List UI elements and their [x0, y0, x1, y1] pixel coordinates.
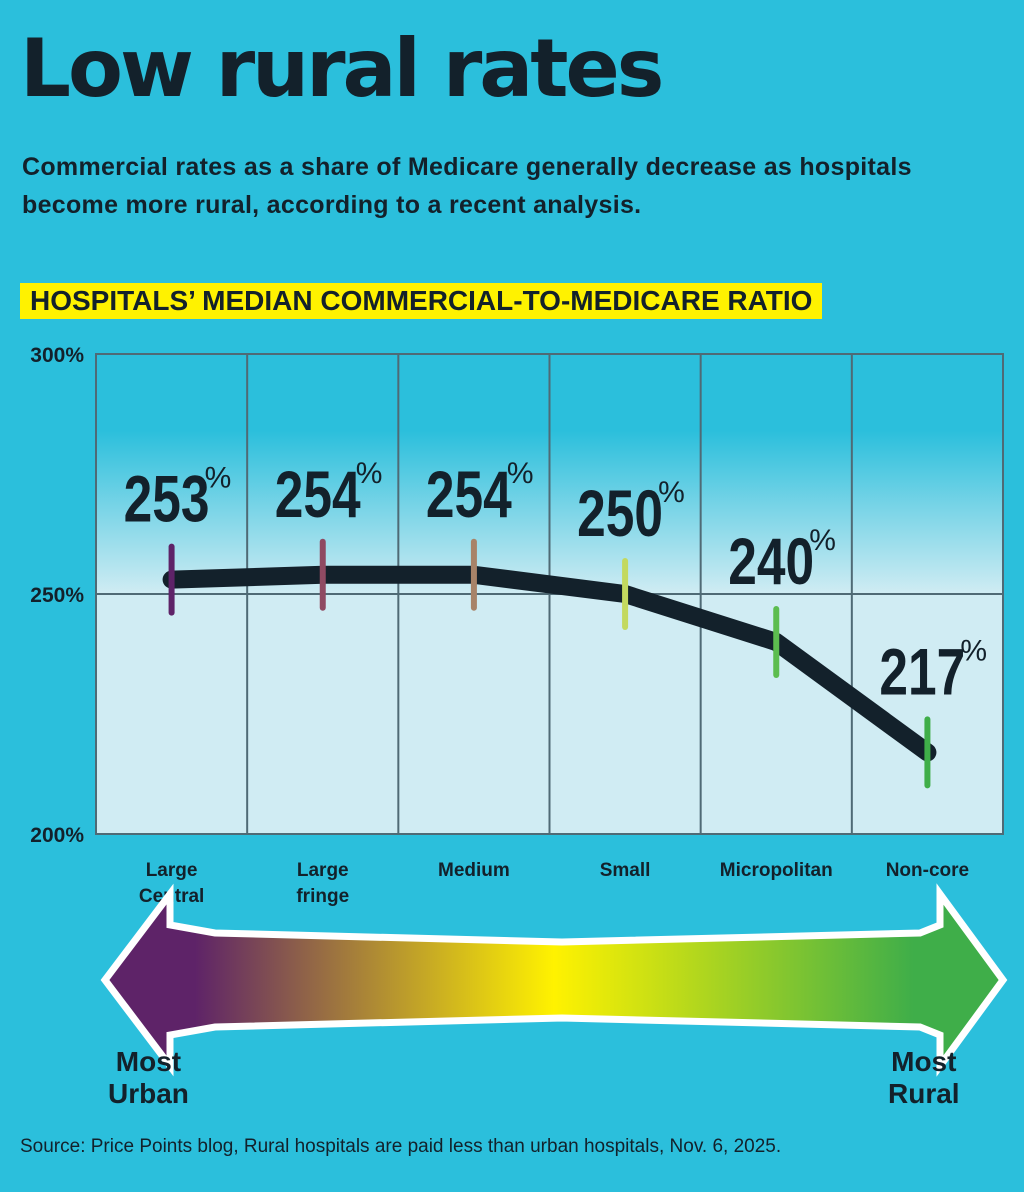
- data-label: 217: [879, 634, 965, 709]
- data-line: [162, 565, 937, 762]
- data-label-unit: %: [507, 457, 534, 490]
- line-chart: 300%250%200%253%LargeCentral254%Largefri…: [30, 344, 1008, 1077]
- y-tick-label: 300%: [30, 344, 84, 367]
- data-label: 254: [426, 457, 512, 532]
- subtitle: Commercial rates as a share of Medicare …: [22, 153, 912, 219]
- x-category-label: fringe: [296, 886, 349, 907]
- x-category-label: Large: [297, 860, 349, 881]
- x-category-label: Micropolitan: [720, 860, 833, 881]
- data-label-unit: %: [658, 476, 685, 509]
- x-category-label: Large: [146, 860, 198, 881]
- most-rural-line1: Most: [891, 1046, 957, 1077]
- chart-title: HOSPITALS’ MEDIAN COMMERCIAL-TO-MEDICARE…: [20, 283, 823, 319]
- data-label-unit: %: [960, 634, 987, 667]
- most-urban-line1: Most: [115, 1046, 182, 1077]
- most-urban-label: Most Urban: [108, 1046, 189, 1110]
- source-note: Source: Price Points blog, Rural hospita…: [20, 1136, 782, 1157]
- most-urban-line2: Urban: [108, 1078, 189, 1109]
- most-rural-label: Most Rural: [888, 1046, 960, 1110]
- data-label: 240: [728, 524, 814, 599]
- y-tick-label: 250%: [30, 584, 84, 607]
- urban-rural-arrow: [100, 883, 1008, 1077]
- data-label: 254: [275, 457, 361, 532]
- data-label: 253: [124, 461, 210, 536]
- y-tick-label: 200%: [30, 824, 84, 847]
- data-label: 250: [577, 476, 663, 551]
- most-rural-line2: Rural: [888, 1078, 960, 1109]
- data-label-unit: %: [356, 457, 383, 490]
- x-category-label: Non-core: [886, 860, 969, 881]
- data-label-unit: %: [809, 524, 836, 557]
- page-title: Low rural rates: [20, 22, 664, 115]
- x-category-label: Small: [600, 860, 651, 881]
- data-label-unit: %: [205, 462, 232, 495]
- x-category-label: Medium: [438, 860, 510, 881]
